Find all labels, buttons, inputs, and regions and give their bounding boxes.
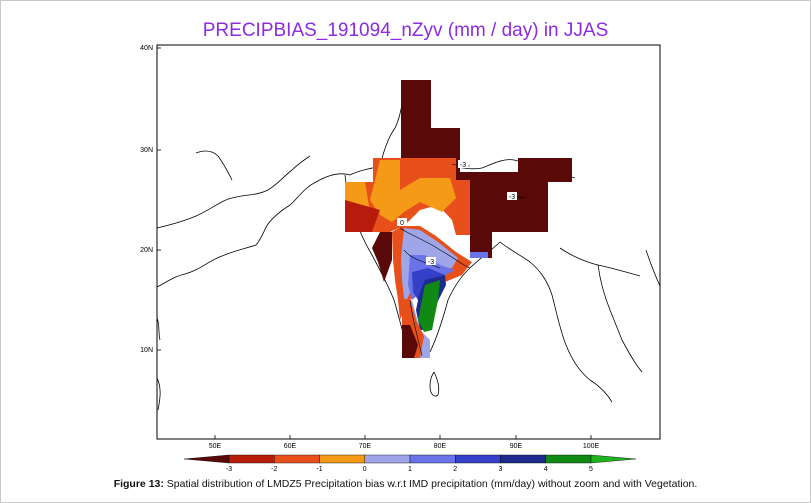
colorbar-segment xyxy=(545,454,592,464)
caption-text: Spatial distribution of LMDZ5 Precipitat… xyxy=(163,478,698,490)
colorbar-label: 5 xyxy=(589,466,593,473)
colorbar-label: 4 xyxy=(544,466,548,473)
colorbar-segment xyxy=(228,454,275,464)
contour-label-bg xyxy=(458,160,468,168)
colorbar-segment xyxy=(455,454,501,464)
colorbar-label: -3 xyxy=(226,466,232,473)
lat-tick-label: 40N xyxy=(140,45,153,52)
colorbar-label: -2 xyxy=(271,466,277,473)
lon-tick-label: 70E xyxy=(359,443,372,450)
colorbar-label: -1 xyxy=(316,466,322,473)
bias-field xyxy=(345,80,572,358)
colorbar: -3 -2 -1 0 1 2 3 4 5 xyxy=(183,454,637,473)
lat-axis: 40N 30N 20N 10N xyxy=(140,45,161,354)
colorbar-segment xyxy=(409,454,456,464)
colorbar-segment xyxy=(590,454,637,464)
colorbar-segment xyxy=(500,454,546,464)
colorbar-segment xyxy=(364,454,411,464)
lon-tick-label: 80E xyxy=(434,443,447,450)
contour-label-bg xyxy=(426,257,436,265)
colorbar-label: 3 xyxy=(499,466,503,473)
contour-label-group: 0 -3 -3 -3 xyxy=(397,160,517,266)
lon-axis: 50E 60E 70E 80E 90E 100E xyxy=(209,435,600,450)
contour-label: -3 xyxy=(460,162,466,169)
lat-tick-label: 10N xyxy=(140,347,153,354)
contour-label-bg xyxy=(507,192,517,200)
colorbar-segment xyxy=(183,454,230,464)
colorbar-label: 0 xyxy=(363,466,367,473)
lon-tick-label: 100E xyxy=(583,443,600,450)
colorbar-label: 1 xyxy=(408,466,412,473)
colorbar-segment xyxy=(319,454,365,464)
contour-label: 0 xyxy=(400,220,404,227)
figure-caption: Figure 13: Spatial distribution of LMDZ5… xyxy=(0,478,811,490)
contour-label: -3 xyxy=(509,194,515,201)
colorbar-segment xyxy=(274,454,320,464)
lat-tick-label: 30N xyxy=(140,147,153,154)
lon-tick-label: 50E xyxy=(209,443,222,450)
colorbar-label: 2 xyxy=(453,466,457,473)
map-title: PRECIPBIAS_191094_nZyv (mm / day) in JJA… xyxy=(202,20,609,41)
lon-tick-label: 90E xyxy=(510,443,523,450)
lat-tick-label: 20N xyxy=(140,247,153,254)
lon-tick-label: 60E xyxy=(284,443,297,450)
caption-label: Figure 13: xyxy=(113,478,164,490)
contour-label-bg xyxy=(397,218,407,226)
contour-label: -3 xyxy=(428,259,434,266)
